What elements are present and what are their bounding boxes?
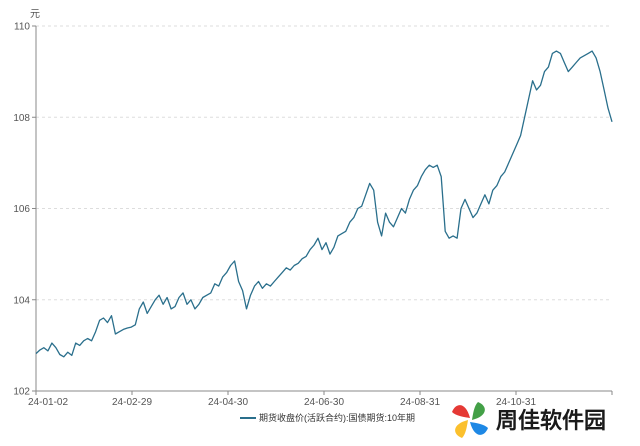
- x-tick-label: 24-01-02: [28, 397, 68, 408]
- logo-petal-green: [472, 402, 485, 420]
- x-tick-label: 24-08-31: [400, 397, 440, 408]
- y-tick-label: 104: [13, 295, 30, 306]
- x-tick-label: 24-02-29: [112, 397, 152, 408]
- y-tick-label: 110: [14, 22, 30, 33]
- x-tick-label: 24-04-30: [208, 397, 248, 408]
- y-axis-ticks: 102 104 106 108 110: [13, 22, 36, 398]
- y-tick-label: 102: [13, 387, 30, 398]
- legend-label: 期货收盘价(活跃合约):国债期货:10年期: [259, 412, 415, 423]
- legend: 期货收盘价(活跃合约):国债期货:10年期: [240, 412, 415, 423]
- y-tick-label: 106: [13, 204, 30, 215]
- logo-petal-blue: [470, 422, 488, 435]
- gridlines: [36, 25, 612, 301]
- x-tick-label: 24-06-30: [304, 397, 344, 408]
- logo-petal-yellow: [455, 420, 468, 438]
- series-line: [35, 50, 613, 358]
- x-tick-label: 24-10-31: [496, 397, 536, 408]
- logo-petal-red: [452, 405, 470, 418]
- y-axis-unit-label: 元: [30, 9, 40, 20]
- y-tick-label: 108: [13, 113, 30, 124]
- watermark-logo-icon: [452, 402, 488, 438]
- watermark: 周佳软件园: [452, 402, 606, 438]
- watermark-text: 周佳软件园: [496, 408, 606, 434]
- x-axis-ticks: 24-01-02 24-02-29 24-04-30 24-06-30 24-08-31…: [28, 391, 613, 408]
